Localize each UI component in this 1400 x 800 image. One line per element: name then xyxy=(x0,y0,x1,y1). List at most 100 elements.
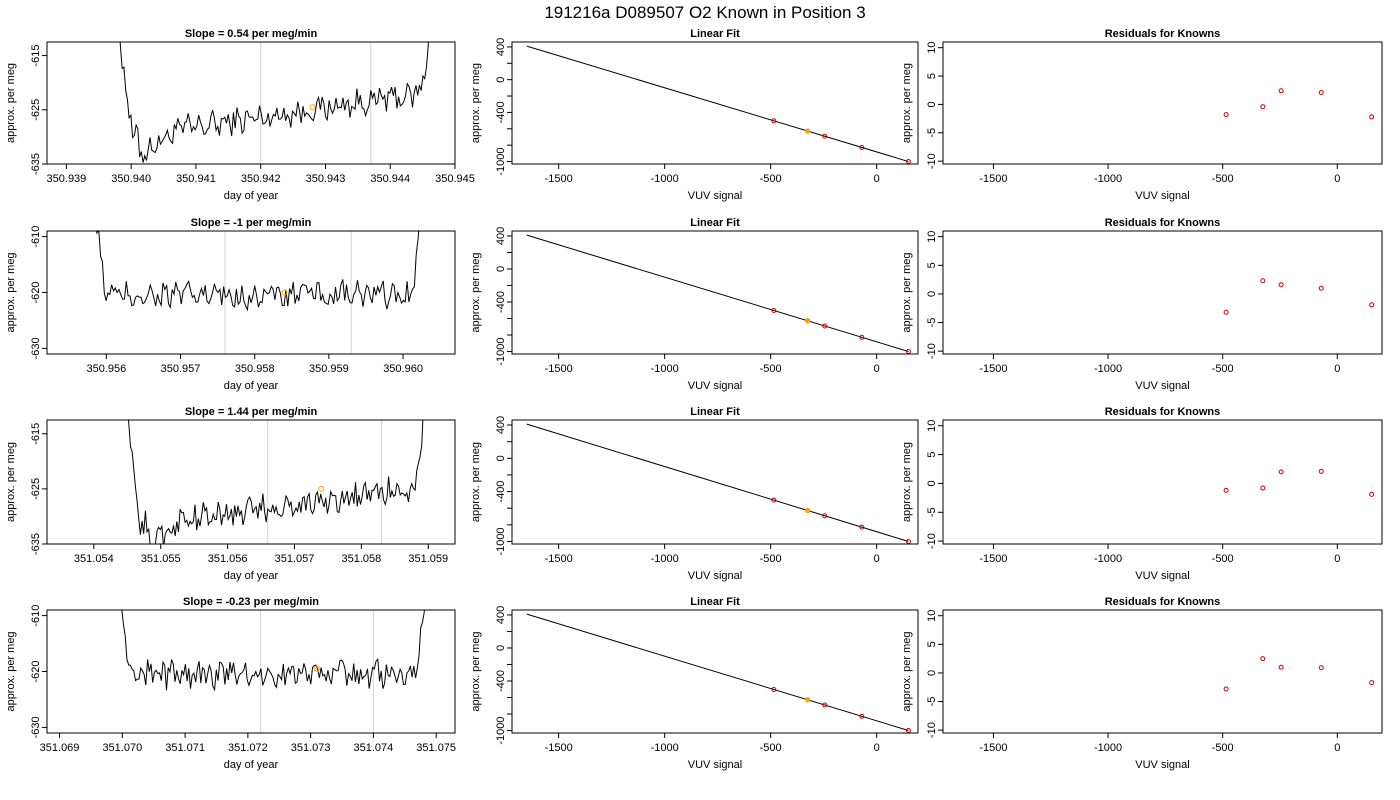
y-tick-label: -625 xyxy=(30,99,42,121)
data-point xyxy=(1260,104,1266,110)
y-tick-label: -630 xyxy=(30,716,42,738)
y-axis-label: approx. per meg xyxy=(470,63,482,143)
fit-line xyxy=(526,45,909,163)
data-point xyxy=(859,524,865,530)
known-marker xyxy=(309,104,316,111)
series-line xyxy=(127,420,424,544)
x-tick-label: 0 xyxy=(1334,363,1340,375)
x-tick-label: 350.959 xyxy=(309,363,349,375)
x-tick-label: 351.055 xyxy=(141,553,181,565)
x-tick-label: -500 xyxy=(1212,742,1234,754)
x-tick-label: 0 xyxy=(1334,742,1340,754)
y-tick-label: 10 xyxy=(926,420,938,432)
y-axis-label: approx. per meg xyxy=(5,442,17,522)
panel-title: Slope = -0.23 per meg/min xyxy=(183,596,319,608)
data-point xyxy=(1223,112,1229,118)
data-point xyxy=(1369,114,1375,120)
panel-frame xyxy=(46,230,456,355)
known-marker xyxy=(281,289,288,296)
y-tick-label: -610 xyxy=(30,605,42,627)
y-tick-label: -5 xyxy=(926,128,938,138)
panel-row2-residuals: Residuals for Knowns -1500 -1000 -500 0 10 5 0 -… xyxy=(901,217,1383,392)
x-axis-label: day of year xyxy=(224,190,279,202)
panel-row4-linear-fit: Linear Fit -1500 -1000 -500 0 400 0 -400 -1000 VU… xyxy=(470,596,919,771)
x-axis-label: VUV signal xyxy=(688,190,742,202)
known-point xyxy=(805,508,811,514)
x-tick-label: 350.957 xyxy=(161,363,201,375)
x-tick-label: 0 xyxy=(874,173,880,185)
plot-area xyxy=(1223,88,1375,120)
y-tick-label: -635 xyxy=(30,533,42,555)
x-tick-label: 350.944 xyxy=(370,173,410,185)
x-axis-label: VUV signal xyxy=(1135,759,1189,771)
y-tick-label: -1000 xyxy=(495,716,507,744)
panel-title: Linear Fit xyxy=(690,596,740,608)
data-point xyxy=(1278,88,1284,94)
y-tick-label: -5 xyxy=(926,507,938,517)
known-point xyxy=(805,128,811,134)
panel-row3-timeseries: Slope = 1.44 per meg/min 351.054 351.055 35… xyxy=(5,406,456,582)
data-point xyxy=(859,334,865,340)
plot-area xyxy=(526,423,911,544)
data-point xyxy=(1278,469,1284,475)
y-tick-label: 400 xyxy=(495,416,507,434)
plot-area xyxy=(96,231,420,354)
x-tick-label: -500 xyxy=(760,363,782,375)
panel-frame xyxy=(46,41,456,165)
y-tick-label: -1000 xyxy=(495,147,507,175)
x-tick-label: 350.943 xyxy=(306,173,346,185)
data-point xyxy=(1278,664,1284,670)
x-tick-label: -500 xyxy=(760,742,782,754)
y-axis-label: approx. per meg xyxy=(901,63,913,143)
panel-row3-residuals: Residuals for Knowns -1500 -1000 -500 0 10 5 0 -… xyxy=(901,406,1383,582)
y-axis-label: approx. per meg xyxy=(901,252,913,332)
x-tick-label: 351.056 xyxy=(208,553,248,565)
x-tick-label: -500 xyxy=(760,553,782,565)
figure-title: 191216a D089507 O2 Known in Position 3 xyxy=(544,3,865,22)
y-tick-label: -630 xyxy=(30,337,42,359)
fit-line xyxy=(526,423,909,542)
panel-frame xyxy=(511,230,919,355)
y-axis-label: approx. per meg xyxy=(470,442,482,522)
y-tick-label: -620 xyxy=(30,281,42,303)
plot-area xyxy=(127,420,424,544)
y-tick-label: -5 xyxy=(926,318,938,328)
x-tick-label: 0 xyxy=(874,553,880,565)
x-axis-label: VUV signal xyxy=(688,759,742,771)
y-axis-label: approx. per meg xyxy=(901,631,913,711)
x-tick-label: 0 xyxy=(874,363,880,375)
plot-area xyxy=(526,45,911,164)
panel-title: Residuals for Knowns xyxy=(1105,28,1221,40)
data-point xyxy=(1369,491,1375,497)
data-point xyxy=(822,702,828,708)
known-marker xyxy=(318,485,325,492)
x-tick-label: 351.073 xyxy=(291,742,331,754)
panel-title: Slope = 1.44 per meg/min xyxy=(185,406,318,418)
panel-row4-residuals: Residuals for Knowns -1500 -1000 -500 0 10 5 0 -… xyxy=(901,596,1383,771)
x-tick-label: 351.070 xyxy=(102,742,142,754)
series-line xyxy=(96,231,420,312)
x-tick-label: -500 xyxy=(760,173,782,185)
x-tick-label: -1000 xyxy=(651,363,679,375)
plot-area xyxy=(1223,278,1375,315)
y-tick-label: -400 xyxy=(495,481,507,503)
data-point xyxy=(1223,487,1229,493)
y-tick-label: -400 xyxy=(495,291,507,313)
x-axis-label: VUV signal xyxy=(688,380,742,392)
data-point xyxy=(771,118,777,124)
panel-frame xyxy=(942,609,1383,734)
data-point xyxy=(1223,686,1229,692)
y-tick-label: 400 xyxy=(495,227,507,245)
x-tick-label: 351.059 xyxy=(408,553,448,565)
y-tick-label: -5 xyxy=(926,697,938,707)
y-tick-label: -10 xyxy=(926,533,938,549)
y-tick-label: 0 xyxy=(926,101,938,107)
x-tick-label: 350.939 xyxy=(47,173,87,185)
panel-title: Linear Fit xyxy=(690,217,740,229)
y-axis-label: approx. per meg xyxy=(5,252,17,332)
y-tick-label: -400 xyxy=(495,101,507,123)
y-tick-label: 0 xyxy=(926,670,938,676)
y-tick-label: 400 xyxy=(495,38,507,56)
y-tick-label: 5 xyxy=(926,452,938,458)
series-line xyxy=(119,42,429,163)
